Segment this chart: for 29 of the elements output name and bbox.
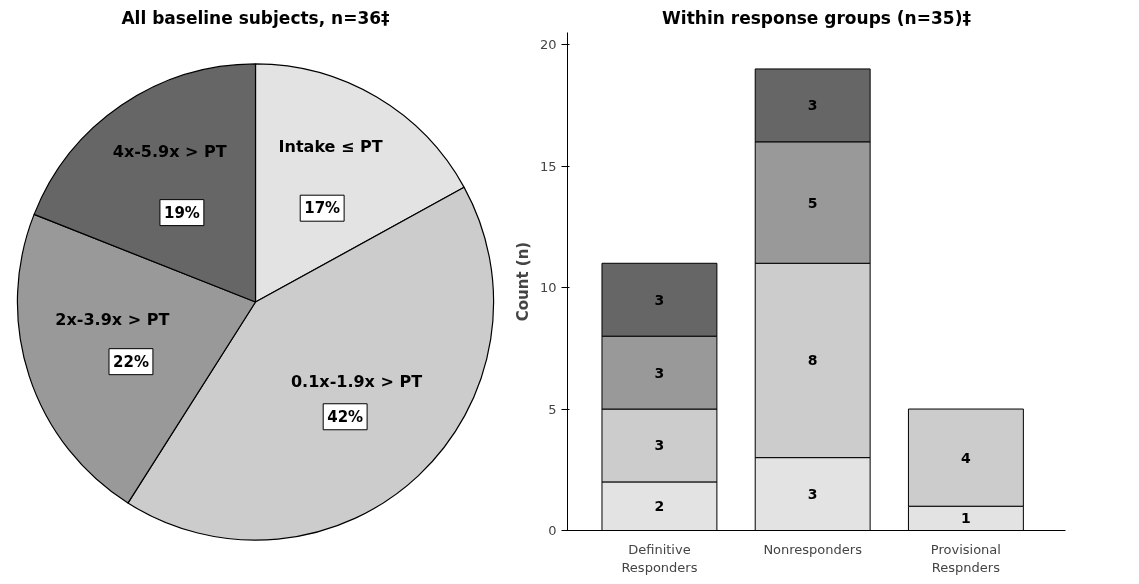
y-tick-label: 10 [539,280,557,296]
slice-label: 0.1x-1.9x > PT [290,371,423,391]
data-label: 3 [654,364,665,381]
y-tick-label: 5 [548,401,557,417]
data-label: 3 [807,97,818,114]
data-label: 5 [807,194,818,211]
y-tick-label: 0 [548,523,557,538]
data-label: 1 [961,510,971,527]
data-label: 4 [961,449,972,466]
data-label: 2 [654,498,665,515]
y-tick-label: 20 [539,37,557,53]
x-tick-label: Provisional Respnders [930,541,1001,575]
y-axis-title: Count (n) [513,241,532,322]
slice-label: 2x-3.9x > PT [55,309,170,329]
chart-title: All baseline subjects, n=36‡ [121,7,390,28]
chart-title: Within response groups (n=35)‡ [662,7,971,28]
data-label: 17% [304,199,341,218]
data-label: 3 [807,486,818,503]
data-label: 19% [163,203,200,222]
y-tick-label: 15 [539,158,557,174]
data-label: 42% [327,407,364,426]
data-label: 3 [654,437,665,454]
slice-label: Intake ≤ PT [278,136,383,156]
x-tick-label: Definitive Responders [621,541,698,575]
slice-label: 4x-5.9x > PT [112,141,227,161]
data-label: 8 [807,352,818,369]
data-label: 3 [654,291,665,308]
data-label: 22% [113,352,149,371]
x-tick-label: Nonresponders [763,541,863,557]
